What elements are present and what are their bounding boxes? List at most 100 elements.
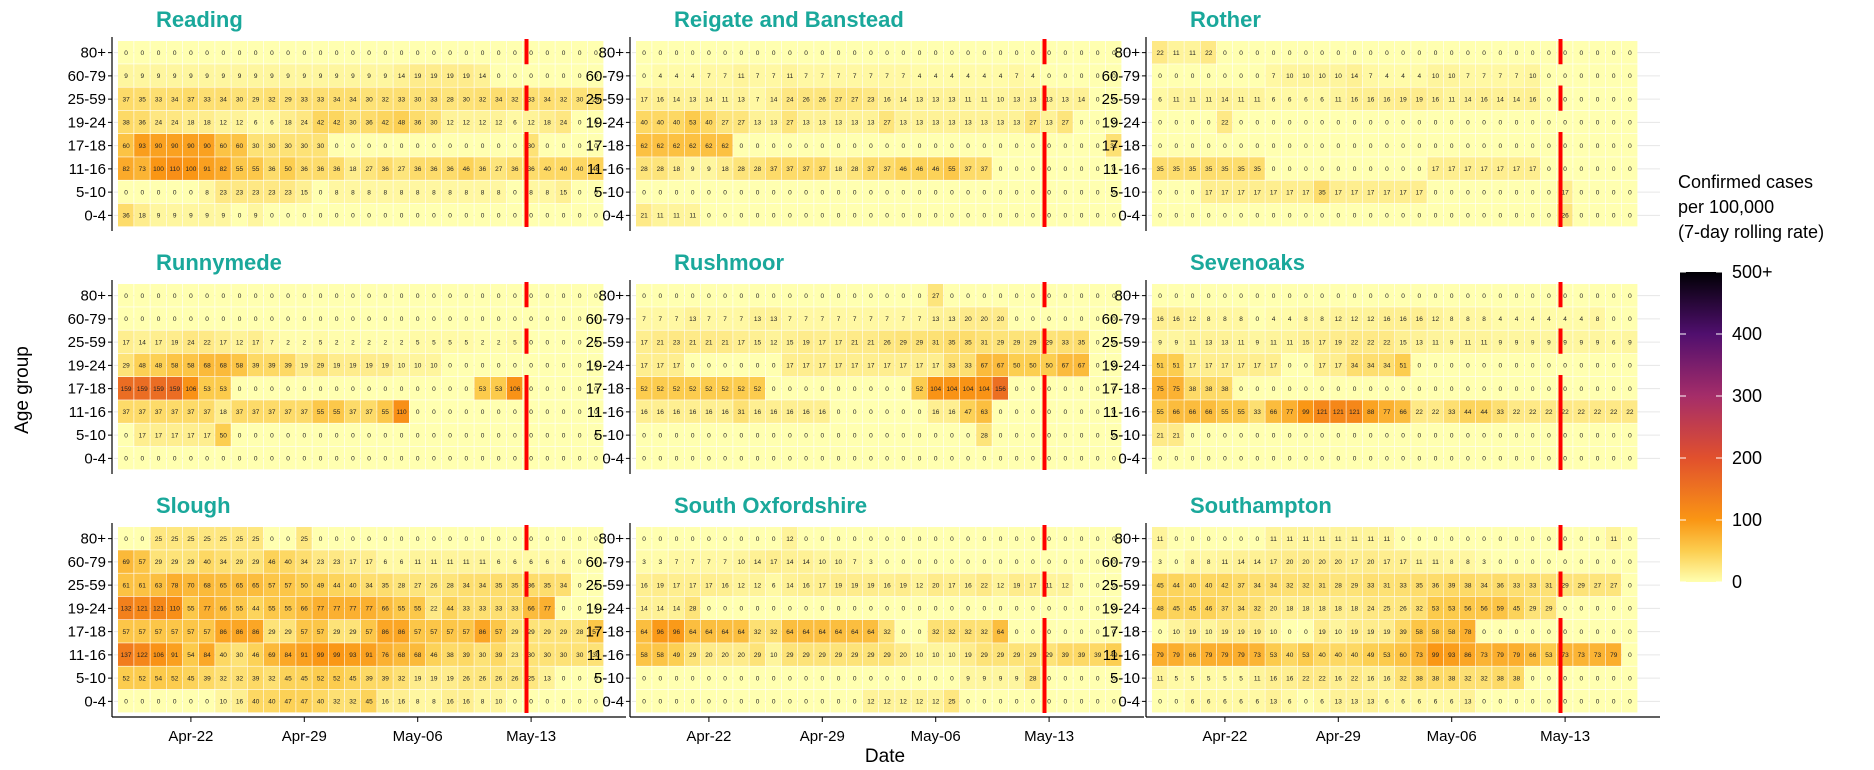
cell-label: 13 [1045,120,1053,127]
heatmap-cell [1249,377,1265,400]
heatmap-cell [1443,64,1460,87]
heatmap-cell [1200,284,1217,307]
heatmap-cell [442,550,458,573]
heatmap-cell [1395,87,1411,111]
cell-label: 33 [430,96,438,103]
heatmap-cell [442,180,458,204]
heatmap-cell [377,423,393,447]
cell-label: 16 [770,409,778,416]
heatmap-cell [361,110,377,134]
cell-label: 0 [1515,629,1519,636]
cell-label: 0 [1417,50,1421,57]
cell-label: 17 [738,339,746,346]
heatmap-cell [1168,203,1184,227]
heatmap-cell [976,87,992,111]
heatmap-cell [150,446,166,470]
cell-label: 0 [1434,293,1438,300]
heatmap-cell [1443,307,1460,330]
cell-label: 0 [1579,166,1583,173]
marker-segment [1042,178,1047,204]
heatmap-cell [1508,180,1524,204]
cell-label: 45 [301,675,309,682]
cell-label: 38 [1205,386,1213,393]
cell-label: 0 [1482,120,1486,127]
heatmap-cell [247,110,264,134]
cell-label: 6 [1320,699,1324,706]
heatmap-cell [1508,87,1524,111]
heatmap-cell [1089,377,1106,400]
cell-label: 37 [883,166,891,173]
heatmap-cell [1216,284,1233,307]
cell-label: 13 [754,120,762,127]
cell-label: 57 [139,559,147,566]
cell-label: 33 [1367,582,1375,589]
heatmap-cell [344,110,361,134]
heatmap-cell [458,284,474,307]
cell-label: 0 [221,50,225,57]
cell-label: 7 [853,316,857,323]
heatmap-cell [1089,87,1106,111]
cell-label: 0 [400,293,404,300]
cell-label: 46 [268,559,276,566]
heatmap-cell [1508,330,1524,354]
cell-label: 16 [657,409,665,416]
cell-label: 0 [837,606,841,613]
cell-label: 10 [916,652,924,659]
heatmap-cell [1411,446,1427,470]
cell-label: 0 [189,293,193,300]
heatmap-cell [1152,134,1168,157]
heatmap-cell [280,284,296,307]
heatmap-cell [377,307,393,330]
heatmap-cell [312,284,328,307]
cell-label: 0 [124,50,128,57]
heatmap-cell [1168,353,1184,377]
cell-label: 0 [1063,316,1067,323]
heatmap-cell [814,134,830,157]
cell-label: 9 [1158,339,1162,346]
heatmap-cell [814,41,830,64]
heatmap-cell [263,643,280,666]
cell-label: 17 [1205,189,1213,196]
cell-label: 52 [721,386,729,393]
heatmap-cell [587,41,604,64]
cell-label: 9 [302,73,306,80]
cell-label: 29 [1013,652,1021,659]
heatmap-cell [361,203,377,227]
cell-label: 22 [203,339,211,346]
cell-label: 17 [1205,363,1213,370]
cell-label: 17 [1270,189,1278,196]
cell-label: 0 [1080,143,1084,150]
heatmap-cell [1184,64,1200,87]
x-tick-label: Apr-29 [1316,728,1361,745]
heatmap-cell [361,353,377,377]
heatmap-cell [1476,110,1492,134]
cell-label: 0 [1498,363,1502,370]
cell-label: 0 [934,213,938,220]
cell-label: 0 [707,536,711,543]
cell-label: 0 [1272,50,1276,57]
cell-label: 0 [157,699,161,706]
cell-label: 86 [479,629,487,636]
cell-label: 0 [966,293,970,300]
heatmap-cell [1024,284,1041,307]
cell-label: 0 [1112,50,1116,57]
cell-label: 38 [1448,675,1456,682]
heatmap-cell [247,203,264,227]
cell-label: 37 [252,409,260,416]
cell-label: 0 [934,432,938,439]
heatmap-cell [409,330,426,354]
cell-label: 0 [1596,96,1600,103]
heatmap-cell [1378,180,1395,204]
heatmap-cell [927,110,944,134]
heatmap-cell [1216,307,1233,330]
cell-label: 8 [335,189,339,196]
cell-label: 0 [432,213,436,220]
cell-label: 32 [981,629,989,636]
heatmap-cell [846,64,863,87]
heatmap-cell [879,110,895,134]
heatmap-cell [652,377,668,400]
cell-label: 62 [689,143,697,150]
cell-label: 55 [1156,409,1164,416]
cell-label: 0 [594,582,598,589]
cell-label: 0 [642,699,646,706]
